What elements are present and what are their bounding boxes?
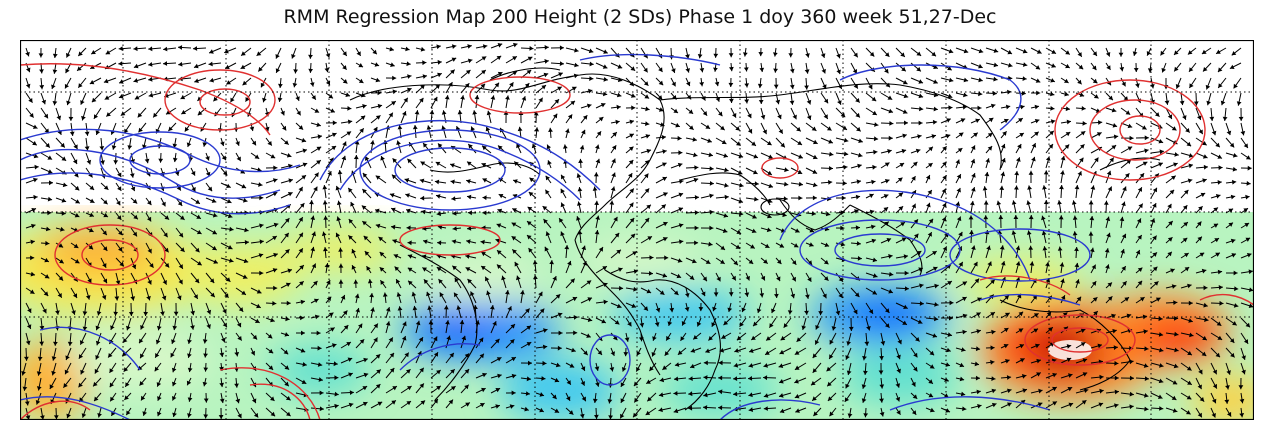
positive-contours — [20, 63, 1254, 420]
map-title: RMM Regression Map 200 Height (2 SDs) Ph… — [283, 6, 997, 28]
negative-contours — [20, 53, 1091, 420]
map-frame — [20, 40, 1254, 420]
graticule — [20, 40, 1254, 420]
regression-map — [20, 40, 1254, 420]
wind-vector-field — [21, 42, 1254, 420]
coastlines — [349, 67, 1161, 411]
